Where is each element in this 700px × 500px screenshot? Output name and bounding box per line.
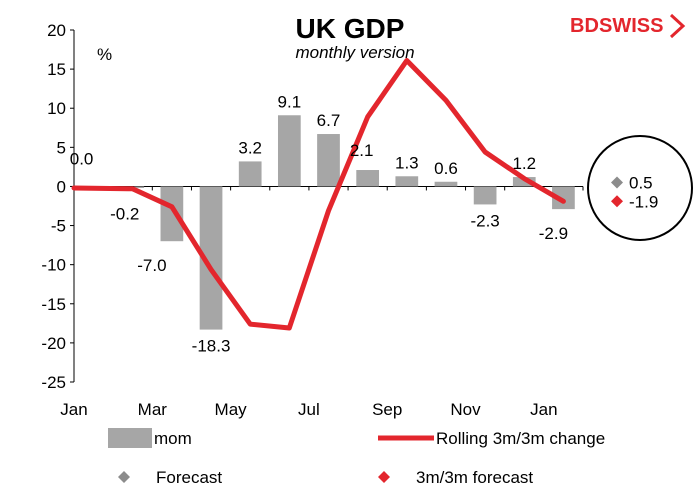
forecast-layer: 0.5-1.9 <box>587 135 693 241</box>
bdswiss-logo: BD SWISS <box>570 13 686 39</box>
x-tick-label: Jan <box>60 400 87 419</box>
brand-text-swiss: SWISS <box>599 15 663 37</box>
labels-layer: Jan Mar May Jul Sep Nov Jan 0.0 -0.2 -7.0 -18.3 3.2… <box>60 92 568 419</box>
bar-mom <box>160 186 184 242</box>
y-tick-label: -20 <box>41 334 66 353</box>
legend-label: mom <box>154 429 192 448</box>
chart-subtitle: monthly version <box>295 43 414 62</box>
bars-layer <box>82 115 575 330</box>
bar-data-label: 0.6 <box>434 159 458 178</box>
bar-data-label: 2.1 <box>350 141 374 160</box>
legend-label: Forecast <box>156 468 222 487</box>
brand-text-bd: BD <box>570 15 599 37</box>
bar-mom <box>395 176 419 187</box>
bar-data-label: -18.3 <box>192 337 231 356</box>
forecast-diamond-marker <box>611 195 623 208</box>
bar-data-label: 3.2 <box>238 138 262 157</box>
x-tick-label: Mar <box>138 400 168 419</box>
bar-mom <box>512 177 536 187</box>
bar-data-label: 9.1 <box>278 92 302 111</box>
bar-mom <box>238 161 262 187</box>
x-tick-label: May <box>215 400 248 419</box>
bar-data-label: 1.3 <box>395 153 419 172</box>
line-layer <box>71 58 566 331</box>
y-tick-label: 0 <box>57 177 66 196</box>
bar-mom <box>434 181 458 187</box>
legend-bar-swatch <box>108 428 152 448</box>
bar-data-label: 6.7 <box>317 111 341 130</box>
forecast-diamond-marker <box>611 176 623 189</box>
x-tick-label: Nov <box>450 400 481 419</box>
bar-mom <box>552 186 575 210</box>
grid-layer: 20 15 10 5 0 -5 -10 -15 -20 -25 <box>41 21 584 392</box>
y-tick-label: -10 <box>41 256 66 275</box>
bar-mom <box>277 115 301 187</box>
y-tick-label: 10 <box>47 99 66 118</box>
bar-data-label: -2.3 <box>470 211 499 230</box>
y-tick-label: -25 <box>41 373 66 392</box>
bar-mom <box>356 170 380 187</box>
bar-mom <box>317 134 340 187</box>
y-tick-label: 15 <box>47 60 66 79</box>
bar-mom <box>473 186 497 205</box>
y-tick-label: -15 <box>41 295 66 314</box>
chart-title: UK GDP <box>296 13 405 44</box>
legend-layer: mom Rolling 3m/3m change Forecast 3m/3m for… <box>108 428 605 487</box>
y-axis-unit-label: % <box>97 45 112 64</box>
bar-data-label: -0.2 <box>110 204 139 223</box>
legend-label: 3m/3m forecast <box>416 468 533 487</box>
bar-data-label: 0.0 <box>70 149 94 168</box>
bar-data-label: 1.2 <box>512 154 536 173</box>
legend-label: Rolling 3m/3m change <box>436 429 605 448</box>
brand-chevron-icon <box>669 13 686 39</box>
legend-diamond-swatch <box>118 471 130 483</box>
x-tick-label: Jul <box>298 400 320 419</box>
forecast-highlight-circle <box>587 135 693 241</box>
x-tick-label: Jan <box>530 400 557 419</box>
line-rolling-3m3m <box>71 58 566 331</box>
forecast-value-label: -1.9 <box>629 192 658 211</box>
y-tick-label: 20 <box>47 21 66 40</box>
bar-mom <box>199 186 223 330</box>
bar-data-label: -7.0 <box>137 256 166 275</box>
x-tick-label: Sep <box>372 400 402 419</box>
y-tick-label: -5 <box>51 217 66 236</box>
legend-diamond-swatch <box>378 471 390 483</box>
forecast-value-label: 0.5 <box>629 174 653 193</box>
bar-data-label: -2.9 <box>539 224 568 243</box>
y-tick-label: 5 <box>57 138 66 157</box>
